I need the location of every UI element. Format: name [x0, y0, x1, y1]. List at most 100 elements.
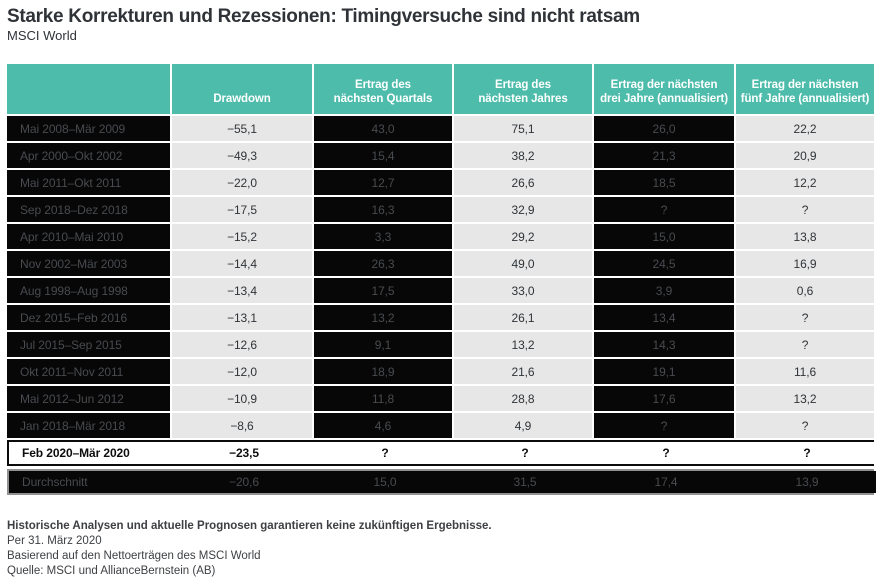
value-cell: 14,3: [594, 332, 734, 357]
value-cell: −10,9: [172, 386, 312, 411]
value-cell: 17,4: [596, 471, 736, 493]
disclaimer-text: Historische Analysen und aktuelle Progno…: [7, 520, 492, 532]
period-cell: Sep 2018–Dez 2018: [7, 197, 170, 222]
value-cell: ?: [738, 442, 876, 464]
value-cell: ?: [316, 442, 454, 464]
value-cell: −15,2: [172, 224, 312, 249]
table-row: Jan 2018–Mär 2018 −8,6 4,6 4,9 ? ?: [7, 413, 874, 438]
period-cell: Aug 1998–Aug 1998: [7, 278, 170, 303]
header-cell-next-3y: Ertrag der nächsten drei Jahre (annualis…: [594, 64, 734, 114]
value-cell: −49,3: [172, 143, 312, 168]
value-cell: 4,6: [314, 413, 452, 438]
value-cell: 0,6: [736, 278, 874, 303]
value-cell: 29,2: [454, 224, 592, 249]
value-cell: −12,6: [172, 332, 312, 357]
value-cell: 17,5: [314, 278, 452, 303]
data-table: Drawdown Ertrag des nächsten Quartals Er…: [7, 64, 876, 495]
value-cell: 38,2: [454, 143, 592, 168]
value-cell: 49,0: [454, 251, 592, 276]
period-cell: Jan 2018–Mär 2018: [7, 413, 170, 438]
value-cell: 3,3: [314, 224, 452, 249]
value-cell: 18,9: [314, 359, 452, 384]
period-cell: Apr 2010–Mai 2010: [7, 224, 170, 249]
value-cell: −13,4: [172, 278, 312, 303]
value-cell: 15,0: [316, 471, 454, 493]
value-cell: 16,9: [736, 251, 874, 276]
value-cell: 15,4: [314, 143, 452, 168]
footnotes: Historische Analysen und aktuelle Progno…: [7, 519, 873, 579]
value-cell: ?: [594, 413, 734, 438]
value-cell: −22,0: [172, 170, 312, 195]
value-cell: ?: [736, 332, 874, 357]
value-cell: −13,1: [172, 305, 312, 330]
value-cell: 75,1: [454, 116, 592, 141]
value-cell: 4,9: [454, 413, 592, 438]
value-cell: ?: [736, 197, 874, 222]
page-subtitle: MSCI World: [7, 28, 77, 43]
value-cell: ?: [456, 442, 594, 464]
value-cell: 43,0: [314, 116, 452, 141]
value-cell: 26,0: [594, 116, 734, 141]
value-cell: 21,6: [454, 359, 592, 384]
value-cell: 13,4: [594, 305, 734, 330]
footnote-as-of: Per 31. März 2020: [7, 535, 102, 547]
table-row: Aug 1998–Aug 1998 −13,4 17,5 33,0 3,9 0,…: [7, 278, 874, 303]
value-cell: 13,2: [736, 386, 874, 411]
value-cell: ?: [736, 305, 874, 330]
page-title: Starke Korrekturen und Rezessionen: Timi…: [7, 6, 640, 27]
value-cell: 18,5: [594, 170, 734, 195]
value-cell: 31,5: [456, 471, 594, 493]
value-cell: 16,3: [314, 197, 452, 222]
table-row: Nov 2002–Mär 2003 −14,4 26,3 49,0 24,5 1…: [7, 251, 874, 276]
footnote-source: Quelle: MSCI und AllianceBernstein (AB): [7, 565, 216, 577]
header-cell-next-year: Ertrag des nächsten Jahres: [454, 64, 592, 114]
value-cell: 26,3: [314, 251, 452, 276]
value-cell: 19,1: [594, 359, 734, 384]
value-cell: −55,1: [172, 116, 312, 141]
header-row: Drawdown Ertrag des nächsten Quartals Er…: [7, 64, 874, 114]
value-cell: 26,6: [454, 170, 592, 195]
table-row: Apr 2010–Mai 2010 −15,2 3,3 29,2 15,0 13…: [7, 224, 874, 249]
table-row: Mai 2011–Okt 2011 −22,0 12,7 26,6 18,5 1…: [7, 170, 874, 195]
period-cell: Dez 2015–Feb 2016: [7, 305, 170, 330]
value-cell: 12,7: [314, 170, 452, 195]
table-row: Okt 2011–Nov 2011 −12,0 18,9 21,6 19,1 1…: [7, 359, 874, 384]
value-cell: 33,0: [454, 278, 592, 303]
value-cell: 11,6: [736, 359, 874, 384]
highlight-row-feb2020: Feb 2020–Mär 2020 −23,5 ? ? ? ?: [7, 440, 876, 466]
average-row: Durchschnitt −20,6 15,0 31,5 17,4 13,9: [7, 469, 876, 495]
header-cell-next-quarter: Ertrag des nächsten Quartals: [314, 64, 452, 114]
period-cell: Feb 2020–Mär 2020: [9, 442, 172, 464]
value-cell: 9,1: [314, 332, 452, 357]
value-cell: −23,5: [174, 442, 314, 464]
table-row: Apr 2000–Okt 2002 −49,3 15,4 38,2 21,3 2…: [7, 143, 874, 168]
value-cell: −17,5: [172, 197, 312, 222]
value-cell: 20,9: [736, 143, 874, 168]
period-cell: Okt 2011–Nov 2011: [7, 359, 170, 384]
table-row: Dez 2015–Feb 2016 −13,1 13,2 26,1 13,4 ?: [7, 305, 874, 330]
header-cell-next-5y: Ertrag der nächsten fünf Jahre (annualis…: [736, 64, 874, 114]
value-cell: 13,2: [314, 305, 452, 330]
value-cell: 12,2: [736, 170, 874, 195]
period-cell: Jul 2015–Sep 2015: [7, 332, 170, 357]
value-cell: 17,6: [594, 386, 734, 411]
value-cell: 13,2: [454, 332, 592, 357]
value-cell: −12,0: [172, 359, 312, 384]
header-cell-drawdown: Drawdown: [172, 64, 312, 114]
value-cell: −20,6: [174, 471, 314, 493]
table-row: Mai 2012–Jun 2012 −10,9 11,8 28,8 17,6 1…: [7, 386, 874, 411]
value-cell: ?: [594, 197, 734, 222]
value-cell: 3,9: [594, 278, 734, 303]
value-cell: 24,5: [594, 251, 734, 276]
value-cell: ?: [596, 442, 736, 464]
value-cell: ?: [736, 413, 874, 438]
value-cell: 21,3: [594, 143, 734, 168]
period-cell: Apr 2000–Okt 2002: [7, 143, 170, 168]
value-cell: 13,8: [736, 224, 874, 249]
table-row: Mai 2008–Mär 2009 −55,1 43,0 75,1 26,0 2…: [7, 116, 874, 141]
period-cell: Mai 2011–Okt 2011: [7, 170, 170, 195]
value-cell: 22,2: [736, 116, 874, 141]
value-cell: 32,9: [454, 197, 592, 222]
value-cell: 11,8: [314, 386, 452, 411]
